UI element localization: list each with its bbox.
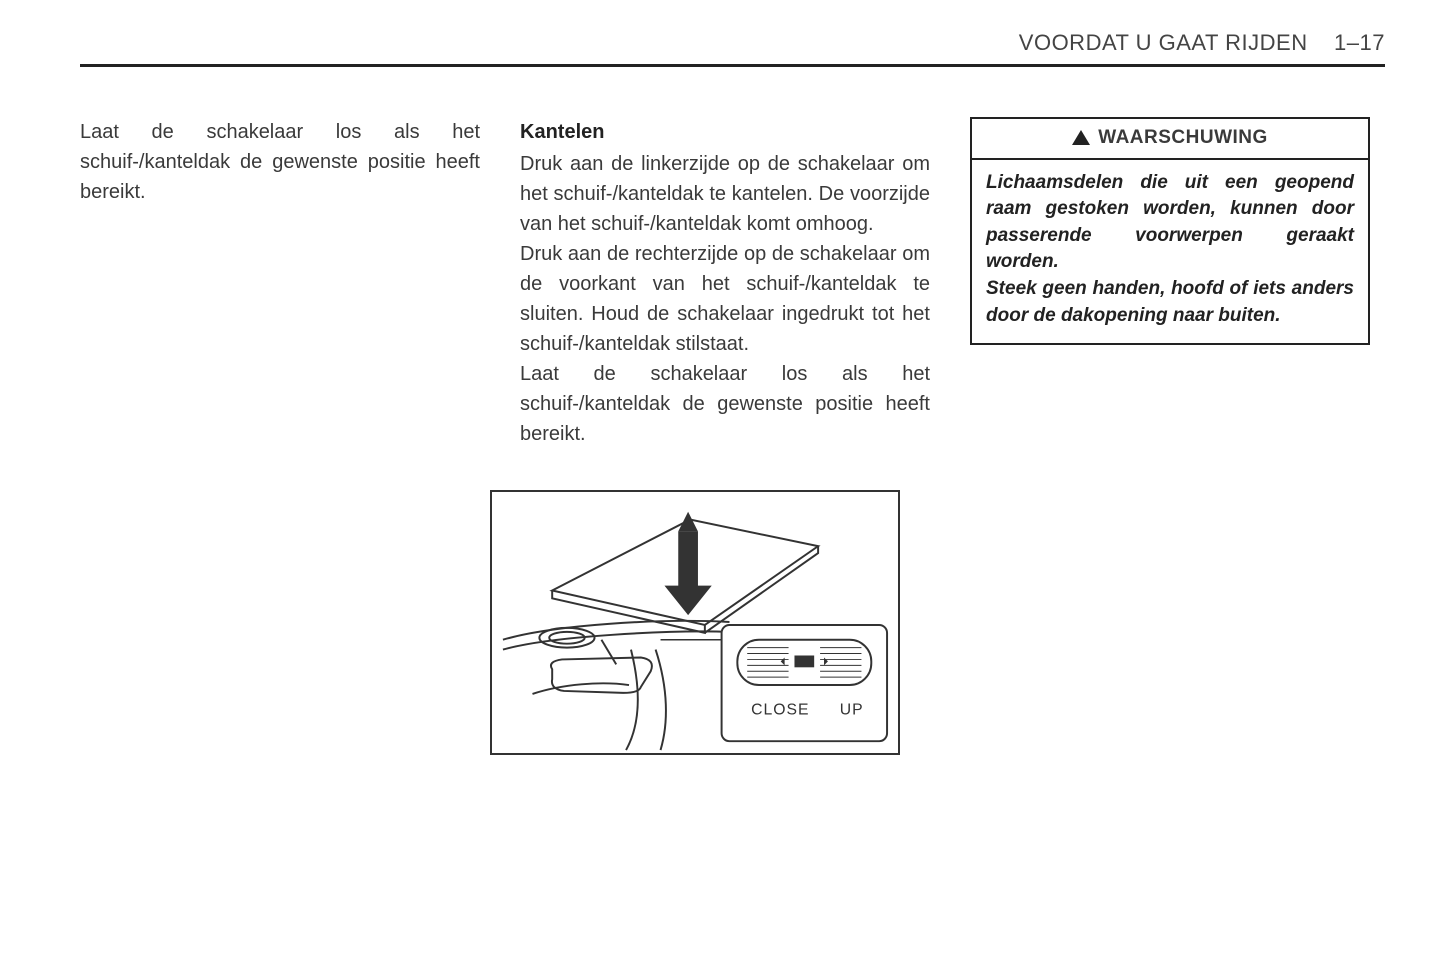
warning-box: WAARSCHUWING Lichaamsdelen die uit een g… [970,117,1370,345]
warning-body: Lichaamsdelen die uit een geopend raam g… [986,170,1354,330]
kantelen-p3: Laat de schakelaar los als het schuif-/k… [520,359,930,449]
header-rule [80,64,1385,67]
roofline-icon [503,621,730,650]
column-middle: Kantelen Druk aan de linkerzijde op de s… [520,117,930,449]
page-header: VOORDAT U GAAT RIJDEN 1–17 [80,30,1385,64]
switch-callout-icon: CLOSE UP [661,625,888,741]
column-left: Laat de schakelaar los als het schuif-/k… [80,117,480,449]
windshield-lines-icon [532,650,665,750]
header-page-number: 1–17 [1334,30,1385,55]
warning-body-1: Lichaamsdelen die uit een geopend raam g… [986,172,1354,273]
sunroof-figure: CLOSE UP [490,490,900,755]
kantelen-p1: Druk aan de linkerzijde op de schakelaar… [520,149,930,239]
kantelen-p2: Druk aan de rechterzijde op de schakelaa… [520,239,930,359]
warning-title-row: WAARSCHUWING [972,119,1368,160]
warning-title-text: WAARSCHUWING [1098,125,1268,152]
left-paragraph: Laat de schakelaar los als het schuif-/k… [80,117,480,207]
switch-label-up: UP [840,702,864,719]
text-columns: Laat de schakelaar los als het schuif-/k… [80,117,1385,449]
warning-triangle-icon [1072,130,1090,145]
column-right: WAARSCHUWING Lichaamsdelen die uit een g… [970,117,1370,449]
switch-label-close: CLOSE [751,702,809,719]
lift-arrow-icon [664,512,711,615]
warning-body-2: Steek geen handen, hoofd of iets anders … [986,278,1354,326]
manual-page: VOORDAT U GAAT RIJDEN 1–17 Laat de schak… [0,0,1445,975]
kantelen-heading: Kantelen [520,117,930,147]
header-section: VOORDAT U GAAT RIJDEN [1019,30,1308,55]
